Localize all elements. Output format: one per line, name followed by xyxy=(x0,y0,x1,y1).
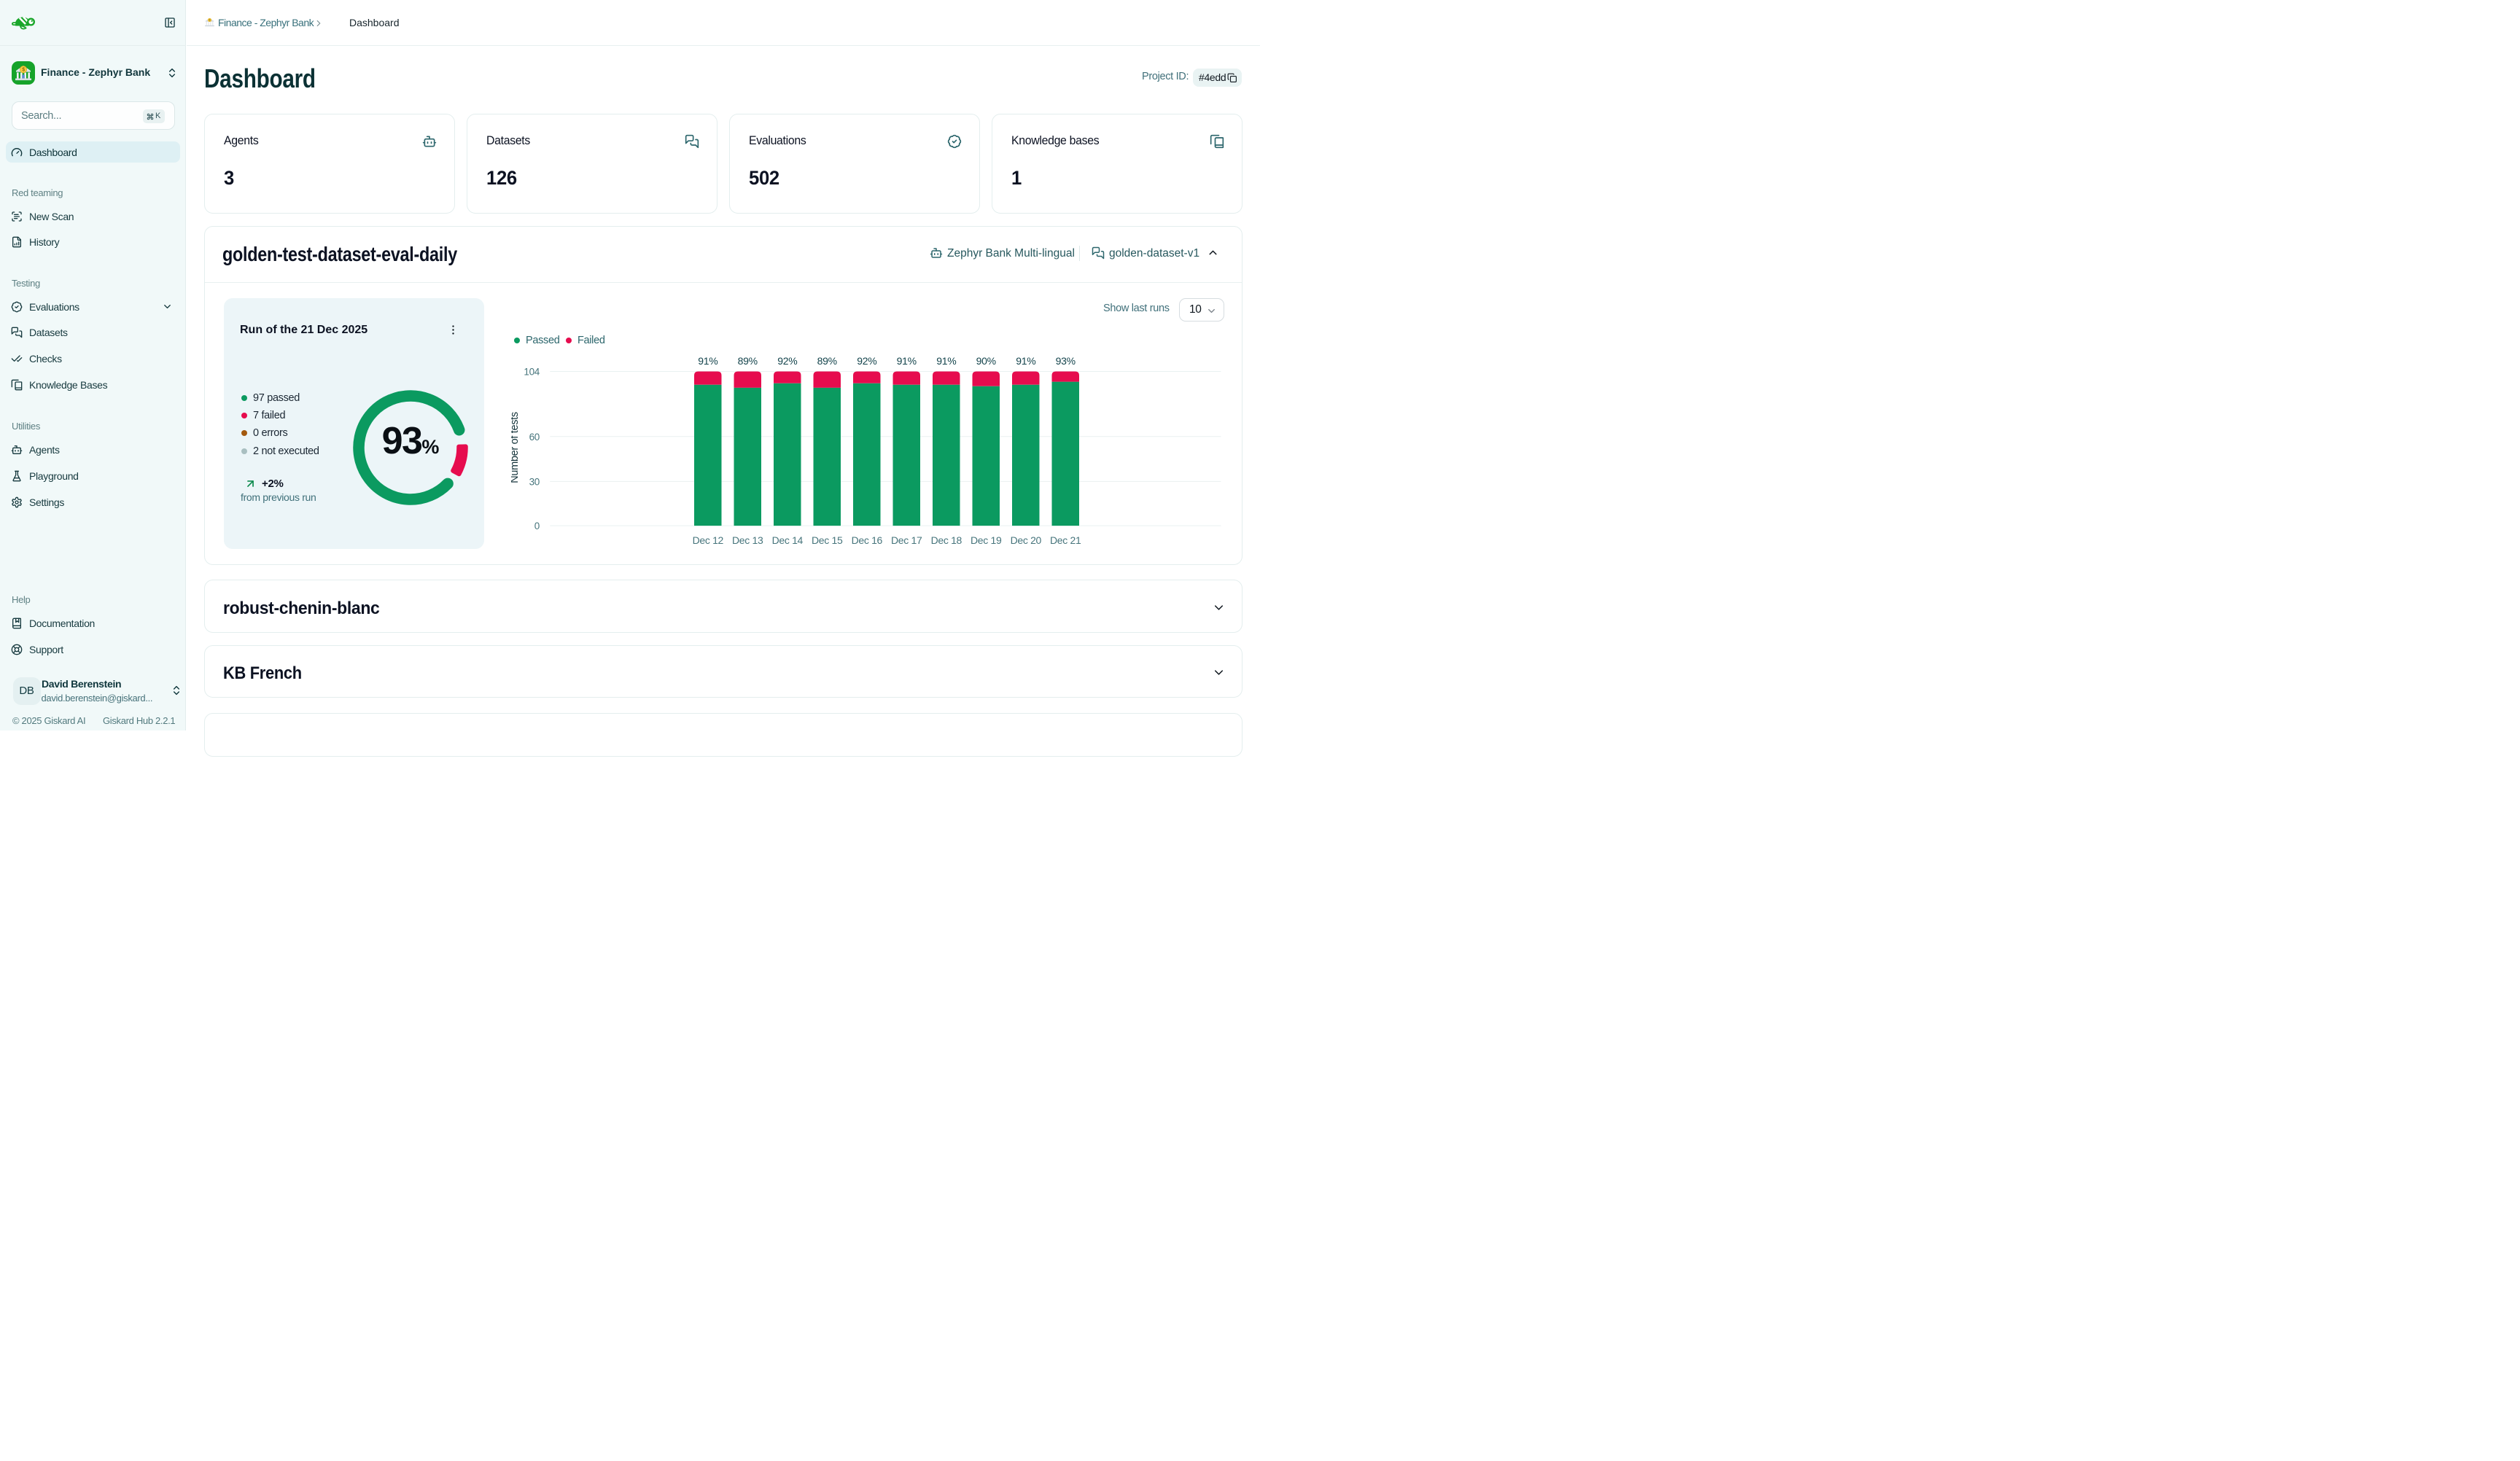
svg-text:Dec 20: Dec 20 xyxy=(1011,534,1042,546)
svg-text:90%: 90% xyxy=(976,355,996,367)
svg-text:0: 0 xyxy=(534,521,540,531)
svg-text:$: $ xyxy=(22,68,25,73)
svg-text:104: 104 xyxy=(524,367,540,378)
svg-text:91%: 91% xyxy=(936,355,956,367)
svg-text:Dec 17: Dec 17 xyxy=(891,534,922,546)
svg-text:91%: 91% xyxy=(897,355,917,367)
svg-text:Dec 19: Dec 19 xyxy=(971,534,1002,546)
svg-text:Dec 15: Dec 15 xyxy=(812,534,843,546)
svg-text:91%: 91% xyxy=(1016,355,1035,367)
svg-text:30: 30 xyxy=(529,476,540,487)
svg-text:Dec 16: Dec 16 xyxy=(852,534,883,546)
svg-text:Dec 12: Dec 12 xyxy=(693,534,724,546)
svg-text:Dec 13: Dec 13 xyxy=(732,534,763,546)
svg-text:Number of tests: Number of tests xyxy=(511,412,521,483)
svg-text:60: 60 xyxy=(529,432,540,443)
svg-text:$: $ xyxy=(209,19,211,22)
svg-text:Dec 21: Dec 21 xyxy=(1050,534,1081,546)
svg-text:89%: 89% xyxy=(738,355,758,367)
svg-text:Dec 18: Dec 18 xyxy=(931,534,962,546)
svg-text:92%: 92% xyxy=(857,355,876,367)
svg-text:91%: 91% xyxy=(698,355,718,367)
svg-text:93%: 93% xyxy=(1056,355,1076,367)
svg-text:Dec 14: Dec 14 xyxy=(772,534,804,546)
svg-text:92%: 92% xyxy=(777,355,797,367)
svg-text:89%: 89% xyxy=(817,355,837,367)
